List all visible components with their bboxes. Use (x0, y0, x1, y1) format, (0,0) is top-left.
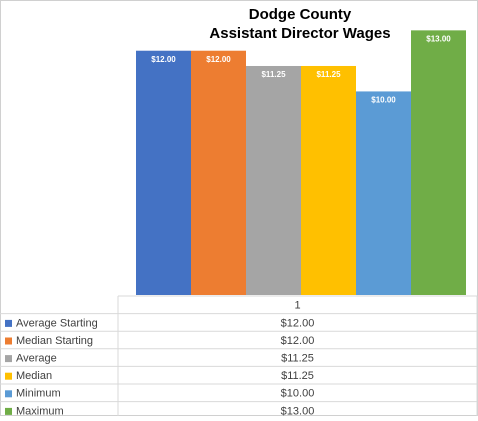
data-label: $13.00 (426, 34, 451, 43)
legend-swatch (5, 372, 12, 380)
chart-title: Dodge County (249, 6, 352, 23)
table-value: $12.00 (281, 317, 315, 329)
bar (301, 65, 356, 295)
legend-label: Average Starting (16, 317, 98, 329)
table-value: $13.00 (281, 405, 315, 416)
legend-swatch (5, 337, 12, 345)
legend-label: Median (16, 370, 52, 382)
table-value: $12.00 (281, 335, 315, 347)
data-label: $11.25 (261, 70, 286, 79)
legend-label: Average (16, 353, 57, 365)
legend-swatch (5, 407, 12, 415)
legend-label: Minimum (16, 388, 61, 400)
legend-label: Median Starting (16, 335, 93, 347)
data-label: $11.25 (316, 70, 341, 79)
x-tick-label: 1 (294, 300, 300, 312)
table-value: $11.25 (281, 353, 314, 365)
bar (136, 50, 191, 295)
bar (191, 50, 246, 295)
chart-subtitle: Assistant Director Wages (209, 25, 390, 42)
bar (246, 65, 301, 295)
data-label: $12.00 (151, 55, 176, 64)
legend-label: Maximum (16, 405, 64, 416)
bar (356, 91, 411, 295)
legend-swatch (5, 390, 12, 398)
data-label: $12.00 (206, 55, 231, 64)
bar (411, 30, 466, 295)
legend-swatch (5, 355, 12, 363)
table-value: $10.00 (281, 388, 315, 400)
table-value: $11.25 (281, 370, 314, 382)
data-label: $10.00 (371, 96, 396, 105)
legend-swatch (5, 319, 12, 327)
